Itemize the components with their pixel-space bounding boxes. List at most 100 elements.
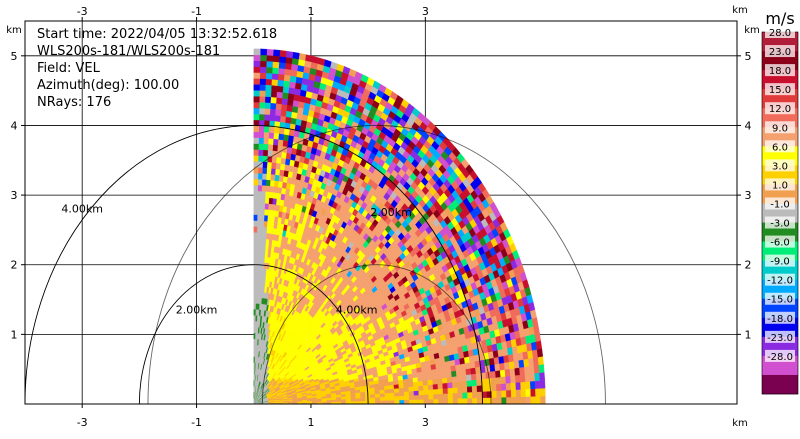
velocity-gate	[266, 180, 270, 186]
velocity-gate	[428, 389, 433, 394]
velocity-gate	[273, 145, 278, 152]
velocity-gate	[268, 150, 273, 156]
colorbar-tick-label: 15.0	[769, 85, 791, 96]
velocity-gate	[257, 232, 260, 238]
y-tick-label-right: 5	[745, 50, 752, 63]
velocity-gate	[390, 396, 395, 400]
velocity-gate	[283, 134, 289, 141]
y-tick-label-left: 3	[11, 189, 18, 202]
velocity-gate	[254, 120, 259, 126]
velocity-gate	[404, 396, 409, 400]
velocity-gate	[462, 381, 467, 387]
velocity-gate	[257, 221, 261, 227]
colorbar-tick-label: -3.0	[770, 219, 790, 230]
velocity-gate	[256, 268, 259, 274]
velocity-gate	[264, 209, 268, 215]
velocity-gate	[506, 376, 511, 383]
y-tick-label-left: 5	[11, 50, 18, 63]
info-start-time: Start time: 2022/04/05 13:32:52.618	[37, 27, 277, 42]
velocity-gate	[254, 321, 256, 327]
velocity-gate	[254, 238, 257, 244]
velocity-gate	[262, 179, 266, 185]
velocity-gate	[525, 374, 530, 382]
velocity-gate	[437, 378, 442, 384]
velocity-gate	[262, 173, 267, 179]
velocity-gate	[456, 370, 461, 376]
velocity-gate	[409, 387, 414, 392]
velocity-gate	[380, 397, 385, 401]
velocity-gate	[260, 227, 264, 233]
velocity-gate	[282, 92, 288, 99]
velocity-gate	[267, 168, 272, 174]
velocity-gate	[463, 398, 468, 404]
velocity-gate	[266, 227, 270, 233]
velocity-gate	[448, 393, 453, 399]
velocity-gate	[413, 382, 418, 387]
velocity-gate	[254, 73, 260, 79]
velocity-gate	[258, 167, 263, 173]
velocity-gate	[458, 393, 463, 399]
velocity-gate	[390, 400, 395, 404]
velocity-gate	[277, 86, 283, 93]
velocity-gate	[529, 366, 535, 374]
velocity-gate	[259, 244, 262, 250]
velocity-gate	[434, 399, 439, 404]
velocity-gate	[535, 373, 540, 381]
velocity-gate	[261, 191, 265, 197]
velocity-gate	[536, 341, 542, 350]
velocity-gate	[259, 114, 264, 120]
colorbar-tick-label: -12.0	[767, 276, 793, 287]
velocity-gate	[458, 398, 463, 404]
velocity-gate	[254, 155, 258, 161]
velocity-gate	[271, 168, 276, 174]
velocity-gate	[275, 115, 281, 122]
colorbar-tick-label: 28.0	[769, 28, 791, 39]
velocity-gate	[526, 389, 531, 397]
velocity-gate	[280, 164, 285, 171]
velocity-gate	[472, 392, 477, 398]
y-tick-label-left: 2	[11, 259, 18, 272]
velocity-gate	[460, 363, 466, 370]
velocity-gate	[288, 87, 295, 94]
velocity-gate	[254, 185, 258, 191]
velocity-gate	[414, 386, 419, 391]
velocity-gate	[254, 197, 258, 203]
velocity-gate	[458, 387, 463, 393]
velocity-gate	[497, 397, 502, 404]
velocity-gate	[267, 162, 272, 168]
x-tick-label-top: 1	[307, 5, 314, 18]
velocity-gate	[269, 132, 274, 138]
velocity-gate	[461, 369, 466, 376]
velocity-gate	[258, 144, 263, 150]
velocity-gate	[272, 73, 279, 80]
velocity-gate	[257, 203, 261, 209]
velocity-gate	[254, 363, 255, 369]
velocity-gate	[285, 63, 292, 70]
velocity-gate	[433, 384, 438, 390]
velocity-gate	[509, 361, 514, 369]
velocity-gate	[279, 128, 285, 135]
velocity-gate	[259, 256, 262, 262]
velocity-gate	[534, 365, 540, 373]
velocity-gate	[442, 372, 447, 378]
velocity-gate	[254, 280, 256, 286]
velocity-gate	[270, 97, 276, 103]
velocity-gate	[395, 400, 400, 404]
velocity-gate	[299, 53, 306, 60]
velocity-gate	[268, 138, 273, 144]
velocity-gate	[256, 298, 258, 304]
velocity-gate	[428, 380, 433, 385]
velocity-gate	[399, 388, 404, 393]
y-tick-label-right: 4	[745, 119, 752, 132]
y-tick-label-left: 4	[11, 119, 18, 132]
velocity-gate	[467, 386, 472, 392]
velocity-gate	[259, 90, 265, 96]
velocity-gate	[258, 280, 261, 286]
colorbar-tick-label: 6.0	[772, 142, 788, 153]
velocity-gate	[254, 369, 255, 375]
velocity-gate	[433, 379, 438, 385]
x-tick-label-bottom: -3	[77, 416, 88, 429]
velocity-gate	[270, 103, 276, 109]
velocity-gate	[520, 374, 525, 382]
velocity-gate	[516, 389, 521, 396]
